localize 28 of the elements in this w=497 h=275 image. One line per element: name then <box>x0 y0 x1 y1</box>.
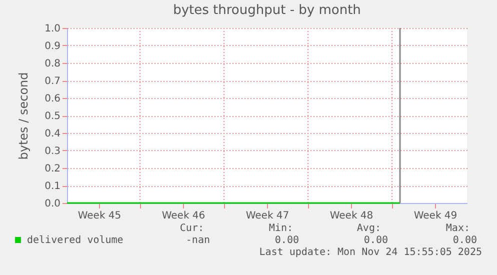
y-tick-label: 0.0 <box>44 198 60 210</box>
y-tick-label: 0.8 <box>44 58 60 70</box>
y-tick-label: 0.2 <box>44 164 60 174</box>
legend-label: delivered volume <box>27 235 124 246</box>
y-tick-label: 0.9 <box>44 41 60 52</box>
text: -nan <box>186 235 210 246</box>
text: Cur: <box>180 223 204 234</box>
x-tick-label: Week 45 <box>78 210 122 222</box>
y-tick-label: 0.7 <box>44 76 60 87</box>
y-tick-label: 0.6 <box>44 94 60 104</box>
text: 0.00 <box>274 235 299 246</box>
x-tick-label: Week 47 <box>246 210 290 222</box>
y-axis-title: bytes / second <box>16 72 31 160</box>
y-tick-label: 0.4 <box>44 128 60 140</box>
text: Min: <box>268 223 293 234</box>
text: Max: <box>446 223 470 234</box>
text: 0.00 <box>452 235 477 246</box>
chart-title: bytes throughput - by month <box>173 3 361 18</box>
text: Last update: Mon Nov 24 15:55:05 2025 <box>259 247 482 258</box>
text: Avg: <box>356 223 381 234</box>
y-tick-label: 0.5 <box>44 111 60 122</box>
x-tick-label: Week 49 <box>414 210 458 222</box>
text: 0.00 <box>364 235 388 246</box>
y-tick-label: 0.3 <box>44 146 60 157</box>
y-tick-label: 1.0 <box>44 24 60 34</box>
x-tick-label: Week 48 <box>330 210 374 222</box>
y-tick-label: 0.1 <box>44 181 60 192</box>
x-tick-label: Week 46 <box>162 210 206 222</box>
